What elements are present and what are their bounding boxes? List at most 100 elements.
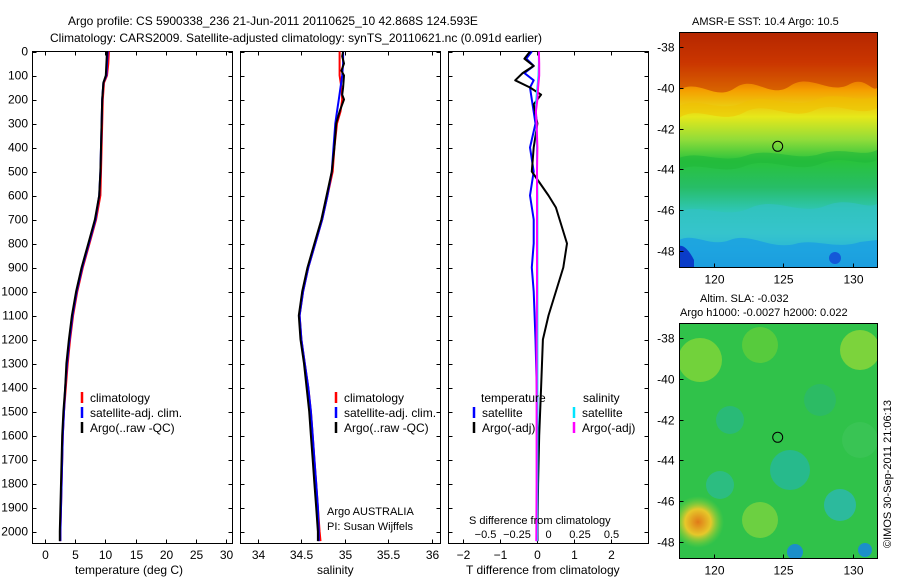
s-tick-label: −0.5 (475, 529, 497, 541)
salinity-annotation-line1: Argo AUSTRALIA (327, 506, 414, 518)
x-tick-label: 0 (534, 548, 541, 562)
map-x-tick-label: 120 (704, 273, 724, 287)
map-x-tick-label: 130 (843, 564, 863, 578)
depth-tick-label: 800 (8, 237, 28, 251)
x-tick-label: 5 (72, 548, 79, 562)
legend-label: Argo(-adj) (482, 421, 535, 435)
s-tick-label: 0.5 (604, 529, 619, 541)
x-tick-label: 25 (190, 548, 204, 562)
depth-tick-label: 0 (21, 45, 28, 59)
map-y-tick-label: -38 (657, 41, 675, 55)
depth-tick-label: 1500 (1, 405, 28, 419)
depth-tick-label: 700 (8, 213, 28, 227)
depth-tick-label: 200 (8, 93, 28, 107)
depth-tick-label: 1600 (1, 429, 28, 443)
map-y-tick-label: -42 (657, 123, 675, 137)
x-tick-label: 35 (339, 548, 353, 562)
map-x-tick-label: 125 (773, 273, 793, 287)
legend-label: climatology (90, 391, 150, 405)
difference-axes-frame (448, 51, 649, 544)
map-y-tick-label: -46 (657, 495, 675, 509)
sst-map: AMSR-E SST: 10.4 Argo: 10.5 120 125 130 -38… (657, 16, 878, 287)
map-y-tick-label: -44 (657, 163, 675, 177)
legend-label: satellite (482, 406, 523, 420)
map-y-tick-label: -38 (657, 332, 675, 346)
x-tick-label: 1 (571, 548, 578, 562)
salinity-axes-frame (240, 51, 441, 544)
depth-tick-label: 2000 (1, 525, 28, 539)
depth-tick-label: 1800 (1, 477, 28, 491)
s-tick-label: −0.25 (503, 529, 531, 541)
depth-tick-label: 500 (8, 165, 28, 179)
x-tick-label: 35.5 (377, 548, 401, 562)
series-line-argo-raw-qc (58, 51, 108, 542)
legend-label: satellite (582, 406, 623, 420)
sst-map-title: AMSR-E SST: 10.4 Argo: 10.5 (692, 16, 839, 28)
map-x-tick-label: 125 (773, 564, 793, 578)
map-x-tick-label: 120 (704, 564, 724, 578)
temperature-xlabel: temperature (deg C) (75, 563, 183, 577)
map-y-tick-label: -48 (657, 245, 675, 259)
depth-tick-label: 100 (8, 69, 28, 83)
depth-tick-label: 1400 (1, 381, 28, 395)
salinity-xlabel: salinity (317, 563, 354, 577)
legend-label: satellite-adj. clim. (90, 406, 182, 420)
series-line-argo-raw-qc (297, 51, 345, 542)
depth-tick-label: 1000 (1, 285, 28, 299)
x-tick-label: 34.5 (290, 548, 314, 562)
map-y-tick-label: -48 (657, 536, 675, 550)
s-difference-axis-label: S difference from climatology (469, 515, 611, 527)
series-line-t-argo-adj (514, 51, 568, 542)
x-tick-label: 34 (252, 548, 266, 562)
sla-float-marker (772, 431, 784, 443)
depth-tick-label: 400 (8, 141, 28, 155)
series-line-t-satellite (523, 51, 539, 542)
salinity-annotation-line2: PI: Susan Wijffels (327, 521, 413, 533)
legend-label: Argo(..raw -QC) (344, 421, 429, 435)
map-y-tick-label: -42 (657, 414, 675, 428)
x-tick-label: 10 (99, 548, 113, 562)
depth-tick-label: 1900 (1, 501, 28, 515)
temperature-axes-frame (32, 51, 233, 544)
x-tick-label: 15 (130, 548, 144, 562)
difference-panel: −2 −1 0 1 2 temperature salinitysatelliteArgo… (448, 51, 649, 577)
figure-title-line1: Argo profile: CS 5900338_236 21-Jun-2011… (68, 14, 478, 28)
legend-salinity-title: salinity (583, 391, 620, 405)
x-tick-label: −2 (457, 548, 471, 562)
x-tick-label: 20 (160, 548, 174, 562)
depth-tick-label: 1100 (2, 309, 28, 323)
sla-map-title-line1: Altim. SLA: -0.032 (700, 293, 789, 305)
s-tick-label: 0.25 (569, 529, 590, 541)
map-y-tick-label: -46 (657, 204, 675, 218)
depth-tick-label: 1300 (1, 357, 28, 371)
sla-map-title-line2: Argo h1000: -0.0027 h2000: 0.022 (680, 307, 848, 319)
map-y-tick-label: -40 (657, 373, 675, 387)
legend-label: satellite-adj. clim. (344, 406, 436, 420)
depth-tick-label: 900 (8, 261, 28, 275)
sst-map-field (679, 32, 877, 267)
series-line-s-argo-adj (534, 51, 541, 542)
legend-label: Argo(-adj) (582, 421, 635, 435)
depth-tick-label: 1200 (1, 333, 28, 347)
difference-legend: temperature salinitysatelliteArgo(-adj)sa… (472, 391, 635, 435)
salinity-panel: 34 34.5 35 35.5 36 climatologysatellite-adj.… (240, 51, 441, 577)
depth-tick-label: 1700 (1, 453, 28, 467)
legend-temperature-title: temperature (481, 391, 546, 405)
x-tick-label: 36 (426, 548, 440, 562)
x-tick-label: 2 (608, 548, 615, 562)
t-difference-xlabel: T difference from climatology (466, 563, 620, 577)
x-tick-label: 0 (42, 548, 49, 562)
x-tick-label: 30 (220, 548, 234, 562)
map-y-tick-label: -44 (657, 454, 675, 468)
sla-map: Altim. SLA: -0.032 Argo h1000: -0.0027 h… (657, 293, 878, 578)
depth-tick-label: 600 (8, 189, 28, 203)
legend-label: Argo(..raw -QC) (90, 421, 175, 435)
depth-axis: 0 100 200 300 400 500 600 700 800 900 1000 1100 1200… (1, 45, 28, 539)
depth-tick-label: 300 (8, 117, 28, 131)
sst-float-marker (772, 140, 784, 152)
s-tick-label: 0 (545, 529, 551, 541)
